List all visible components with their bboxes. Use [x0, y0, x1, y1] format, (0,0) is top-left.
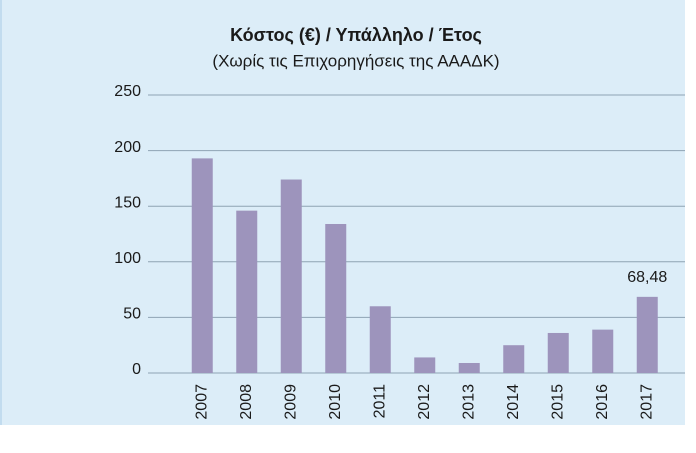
bar — [458, 362, 480, 373]
y-tick-label: 250 — [114, 83, 141, 100]
bar — [592, 329, 614, 373]
bar — [414, 357, 436, 373]
x-tick-label: 2013 — [460, 384, 477, 420]
value-label: 68,48 — [627, 269, 667, 286]
chart-title: Κόστος (€) / Υπάλληλο / Έτος — [230, 25, 482, 45]
bar — [191, 158, 213, 373]
bar — [547, 332, 569, 373]
x-tick-label: 2015 — [549, 384, 566, 420]
bar — [636, 296, 658, 373]
y-tick-label: 200 — [114, 139, 141, 156]
x-tick-label: 2008 — [238, 384, 255, 420]
x-tick-label: 2012 — [416, 384, 433, 420]
y-tick-label: 50 — [123, 306, 141, 323]
x-tick-label: 2007 — [193, 384, 210, 420]
x-tick-label: 2016 — [594, 384, 611, 420]
chart-subtitle: (Χωρίς τις Επιχορηγήσεις της ΑΑΑΔΚ) — [212, 51, 499, 70]
bar — [236, 210, 258, 373]
x-tick-label: 2017 — [638, 384, 655, 420]
y-tick-label: 0 — [132, 361, 141, 378]
y-tick-label: 100 — [114, 250, 141, 267]
bar — [280, 179, 302, 373]
bar — [503, 345, 525, 373]
x-tick-label: 2014 — [505, 384, 522, 420]
y-tick-label: 150 — [114, 194, 141, 211]
x-tick-label: 2011 — [371, 384, 388, 419]
bar — [325, 223, 347, 373]
bar — [369, 306, 391, 373]
x-tick-label: 2009 — [282, 384, 299, 420]
x-tick-label: 2010 — [327, 384, 344, 420]
